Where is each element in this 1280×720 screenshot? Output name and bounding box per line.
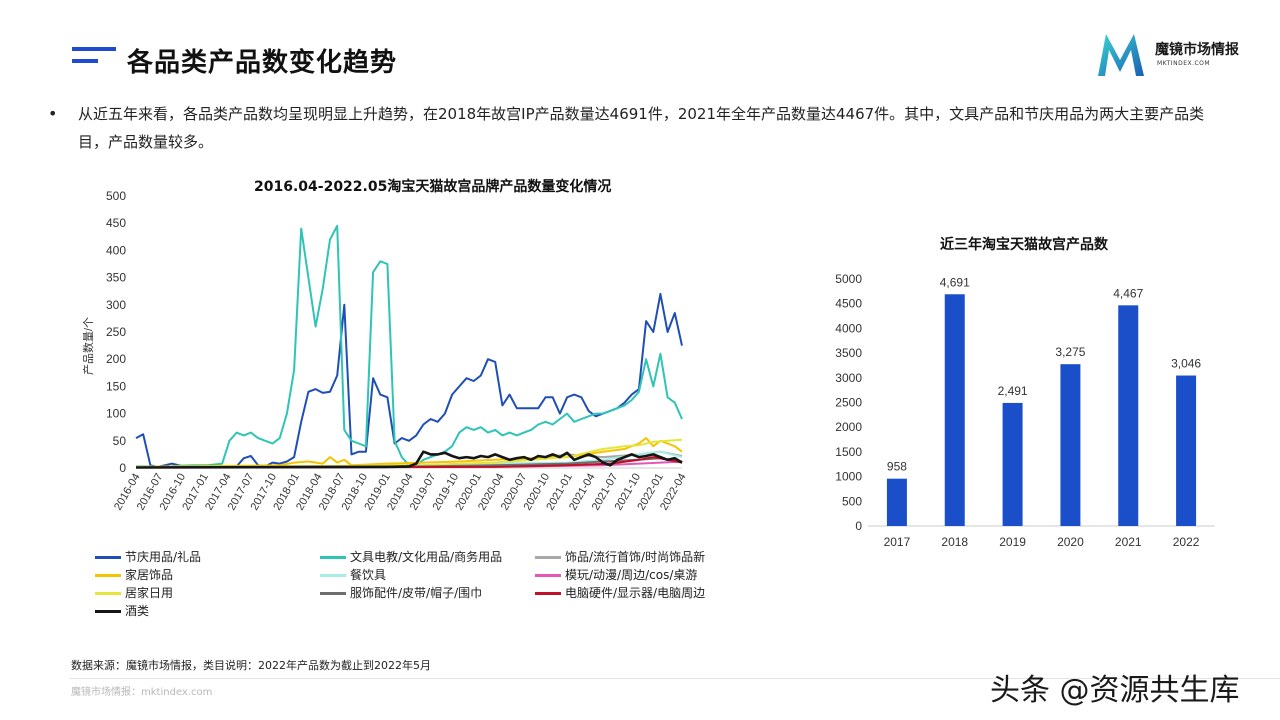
line-y-tick-label: 50 <box>113 434 127 448</box>
legend-swatch <box>95 592 121 595</box>
bar-y-tick-label: 4000 <box>835 321 862 335</box>
bar-y-tick-label: 3500 <box>835 346 862 360</box>
legend-item: 节庆用品/礼品 <box>95 548 201 566</box>
bar-value-label: 4,691 <box>940 275 970 289</box>
legend-label: 酒类 <box>125 604 150 618</box>
legend-item: 餐饮具 <box>320 566 386 584</box>
bar-category-label: 2017 <box>884 535 911 549</box>
legend-swatch <box>95 574 121 577</box>
line-y-tick-label: 450 <box>106 216 126 230</box>
summary-bullet: • <box>48 104 58 123</box>
line-y-tick-label: 400 <box>106 243 126 257</box>
legend-swatch <box>320 592 346 595</box>
bar <box>1060 364 1081 526</box>
line-y-tick-label: 100 <box>106 407 126 421</box>
legend-label: 居家日用 <box>125 586 174 600</box>
legend-swatch <box>535 574 561 577</box>
line-y-tick-label: 250 <box>106 325 126 339</box>
line-y-tick-label: 300 <box>106 298 126 312</box>
legend-label: 节庆用品/礼品 <box>125 550 202 564</box>
bar-chart-title: 近三年淘宝天猫故宫产品数 <box>940 237 1108 253</box>
bar-y-tick-label: 0 <box>855 519 862 533</box>
line-y-tick-label: 350 <box>106 271 126 285</box>
data-source-note: 数据来源：魔镜市场情报，类目说明：2022年产品数为截止到2022年5月 <box>71 659 431 672</box>
series-line <box>135 292 683 468</box>
bar-value-label: 2,491 <box>998 384 1028 398</box>
title-accent-bar-short <box>72 59 98 63</box>
series-line <box>136 224 683 468</box>
bar-value-label: 3,275 <box>1055 345 1085 359</box>
legend-label: 文具电教/文化用品/商务用品 <box>350 550 503 564</box>
page-title: 各品类产品数变化趋势 <box>127 48 398 78</box>
legend-item: 居家日用 <box>95 584 173 602</box>
legend-item: 文具电教/文化用品/商务用品 <box>320 548 502 566</box>
series-line <box>135 438 683 469</box>
legend-label: 饰品/流行首饰/时尚饰品新 <box>565 550 706 564</box>
legend-swatch <box>320 574 346 577</box>
bar-y-tick-label: 500 <box>842 494 862 508</box>
footer-site: 魔镜市场情报：mktindex.com <box>71 687 213 698</box>
legend-swatch <box>95 556 121 559</box>
legend-swatch <box>95 610 121 613</box>
line-chart-title: 2016.04-2022.05淘宝天猫故宫品牌产品数量变化情况 <box>254 179 612 195</box>
bar <box>1176 375 1197 526</box>
watermark: 头条 @资源共生库 <box>990 673 1240 708</box>
legend-swatch <box>535 592 561 595</box>
bar <box>1118 305 1139 526</box>
bar-category-label: 2021 <box>1115 535 1142 549</box>
legend-swatch <box>535 556 561 559</box>
bar-value-label: 4,467 <box>1113 286 1143 300</box>
legend-item: 模玩/动漫/周边/cos/桌游 <box>535 566 697 584</box>
bar-y-tick-label: 2500 <box>835 396 862 410</box>
bar-y-tick-label: 2000 <box>835 420 862 434</box>
legend-label: 餐饮具 <box>350 568 387 582</box>
bar <box>944 294 965 526</box>
bar-y-tick-label: 5000 <box>835 272 862 286</box>
bar-y-tick-label: 1000 <box>835 470 862 484</box>
bar <box>886 478 907 526</box>
legend-item: 家居饰品 <box>95 566 173 584</box>
series-line <box>135 450 683 469</box>
legend-item: 电脑硬件/显示器/电脑周边 <box>535 584 705 602</box>
bar-y-tick-label: 4500 <box>835 297 862 311</box>
bar-category-label: 2022 <box>1173 535 1200 549</box>
bar-value-label: 3,046 <box>1171 357 1201 371</box>
series-line <box>135 437 683 468</box>
footer-divider <box>70 678 1280 679</box>
line-chart-legend: 节庆用品/礼品 文具电教/文化用品/商务用品 饰品/流行首饰/时尚饰品新家居饰品 餐饮… <box>95 548 775 622</box>
logo-url: MKTINDEX.COM <box>1157 60 1211 67</box>
legend-label: 电脑硬件/显示器/电脑周边 <box>565 586 706 600</box>
mktindex-logo-icon <box>1098 34 1144 76</box>
bar-category-label: 2019 <box>999 535 1026 549</box>
legend-item: 酒类 <box>95 602 149 620</box>
line-y-axis-label: 产品数量/个 <box>81 317 95 375</box>
legend-item: 饰品/流行首饰/时尚饰品新 <box>535 548 705 566</box>
line-chart: 050100150200250300350400450500产品数量/个2016… <box>81 189 689 512</box>
legend-swatch <box>320 556 346 559</box>
legend-item: 服饰配件/皮带/帽子/围巾 <box>320 584 482 602</box>
logo-name: 魔镜市场情报 <box>1155 42 1239 58</box>
bar <box>1002 402 1023 526</box>
legend-label: 家居饰品 <box>125 568 174 582</box>
line-y-tick-label: 0 <box>119 461 126 475</box>
title-accent-bar <box>72 47 116 51</box>
legend-label: 服饰配件/皮带/帽子/围巾 <box>350 586 483 600</box>
bar-value-label: 958 <box>887 460 907 474</box>
line-y-tick-label: 200 <box>106 352 126 366</box>
bar-category-label: 2020 <box>1057 535 1084 549</box>
bar-chart: 0 500 1000 1500 2000 2500 3000 3500 4000 4500 5000… <box>835 272 1215 549</box>
bar-y-tick-label: 1500 <box>835 445 862 459</box>
summary-text: 从近五年来看，各品类产品数均呈现明显上升趋势，在2018年故宫IP产品数量达46… <box>78 105 1205 151</box>
line-y-tick-label: 150 <box>106 379 126 393</box>
bar-category-label: 2018 <box>941 535 968 549</box>
legend-label: 模玩/动漫/周边/cos/桌游 <box>565 568 698 582</box>
line-y-tick-label: 500 <box>106 189 126 203</box>
bar-y-tick-label: 3000 <box>835 371 862 385</box>
